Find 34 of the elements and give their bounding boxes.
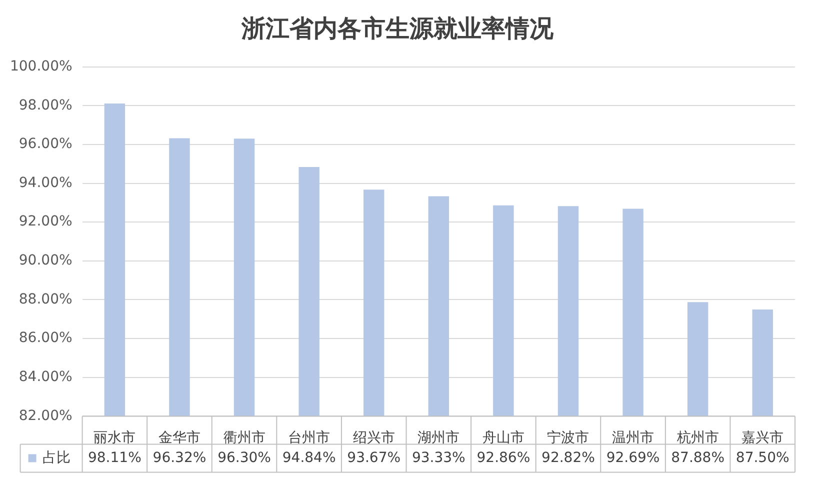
- y-tick-label: 100.00%: [10, 58, 72, 74]
- y-tick-label: 94.00%: [18, 174, 72, 191]
- y-tick-label: 84.00%: [18, 369, 72, 386]
- data-label: 94.84%: [282, 450, 336, 466]
- legend-label: 占比: [42, 450, 70, 466]
- data-label: 98.11%: [88, 450, 142, 466]
- x-tick-label: 台州市: [288, 430, 330, 446]
- data-label: 96.32%: [152, 450, 206, 466]
- y-tick-label: 96.00%: [18, 136, 72, 152]
- x-tick-label: 温州市: [612, 430, 654, 446]
- y-tick-label: 88.00%: [18, 291, 72, 308]
- x-tick-label: 丽水市: [94, 430, 136, 446]
- x-tick-label: 嘉兴市: [742, 430, 784, 446]
- data-label: 92.69%: [606, 450, 660, 466]
- x-tick-label: 衢州市: [223, 430, 266, 446]
- data-label: 92.82%: [542, 450, 595, 466]
- x-tick-label: 舟山市: [482, 430, 524, 446]
- y-tick-label: 86.00%: [18, 330, 72, 346]
- data-label: 96.30%: [218, 450, 271, 466]
- y-tick-label: 92.00%: [18, 214, 72, 230]
- x-tick-label: 绍兴市: [352, 430, 395, 446]
- x-tick-label: 湖州市: [418, 430, 460, 446]
- y-tick-label: 98.00%: [18, 97, 72, 114]
- y-tick-label: 90.00%: [18, 252, 72, 269]
- data-label: 93.33%: [412, 450, 466, 466]
- data-label: 92.86%: [476, 450, 530, 466]
- data-label: 87.88%: [671, 450, 725, 466]
- x-tick-label: 杭州市: [676, 430, 719, 446]
- data-label: 87.50%: [736, 450, 790, 466]
- x-tick-label: 金华市: [158, 430, 200, 446]
- data-label: 93.67%: [347, 450, 401, 466]
- y-tick-label: 82.00%: [18, 408, 72, 424]
- chart-title: 浙江省内各市生源就业率情况: [240, 14, 554, 43]
- x-tick-label: 宁波市: [547, 430, 590, 446]
